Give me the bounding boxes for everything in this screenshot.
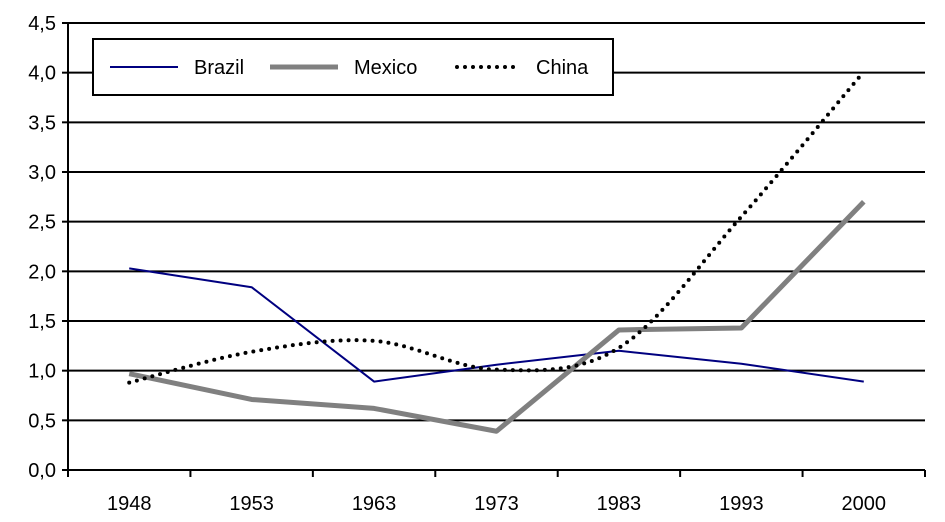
y-tick-label: 3,5	[28, 112, 56, 134]
y-tick-label: 0,0	[28, 460, 56, 482]
axis-layer: 0,0 0,5 1,0 1,5 2,0 2,5 3,0 3,5 4,0 4,5 1948 1953 19…	[28, 13, 926, 515]
legend: Brazil Mexico China	[92, 38, 614, 96]
legend-box	[92, 38, 614, 96]
series-line-mexico	[128, 200, 866, 434]
series-line-brazil	[129, 267, 864, 383]
x-tick-label: 1953	[229, 493, 274, 515]
y-tick-label: 1,5	[28, 311, 56, 333]
series-layer	[127, 69, 866, 434]
x-tick-label: 1963	[352, 493, 397, 515]
legend-label-brazil: Brazil	[194, 57, 244, 79]
y-tick-label: 3,0	[28, 162, 56, 184]
series-line-china	[127, 69, 866, 385]
y-tick-label: 4,5	[28, 13, 56, 35]
y-tick-label: 1,0	[28, 361, 56, 383]
x-tick-label: 2000	[842, 493, 887, 515]
y-tick-label: 4,0	[28, 63, 56, 85]
x-tick-label: 1948	[107, 493, 152, 515]
x-tick-label: 1993	[719, 493, 764, 515]
y-tick-label: 0,5	[28, 410, 56, 432]
y-tick-label: 2,0	[28, 261, 56, 283]
legend-label-mexico: Mexico	[354, 57, 417, 79]
grid-layer	[68, 22, 925, 422]
y-tick-label: 2,5	[28, 212, 56, 234]
x-tick-label: 1973	[474, 493, 519, 515]
legend-label-china: China	[536, 57, 589, 79]
x-tick-label: 1983	[597, 493, 642, 515]
